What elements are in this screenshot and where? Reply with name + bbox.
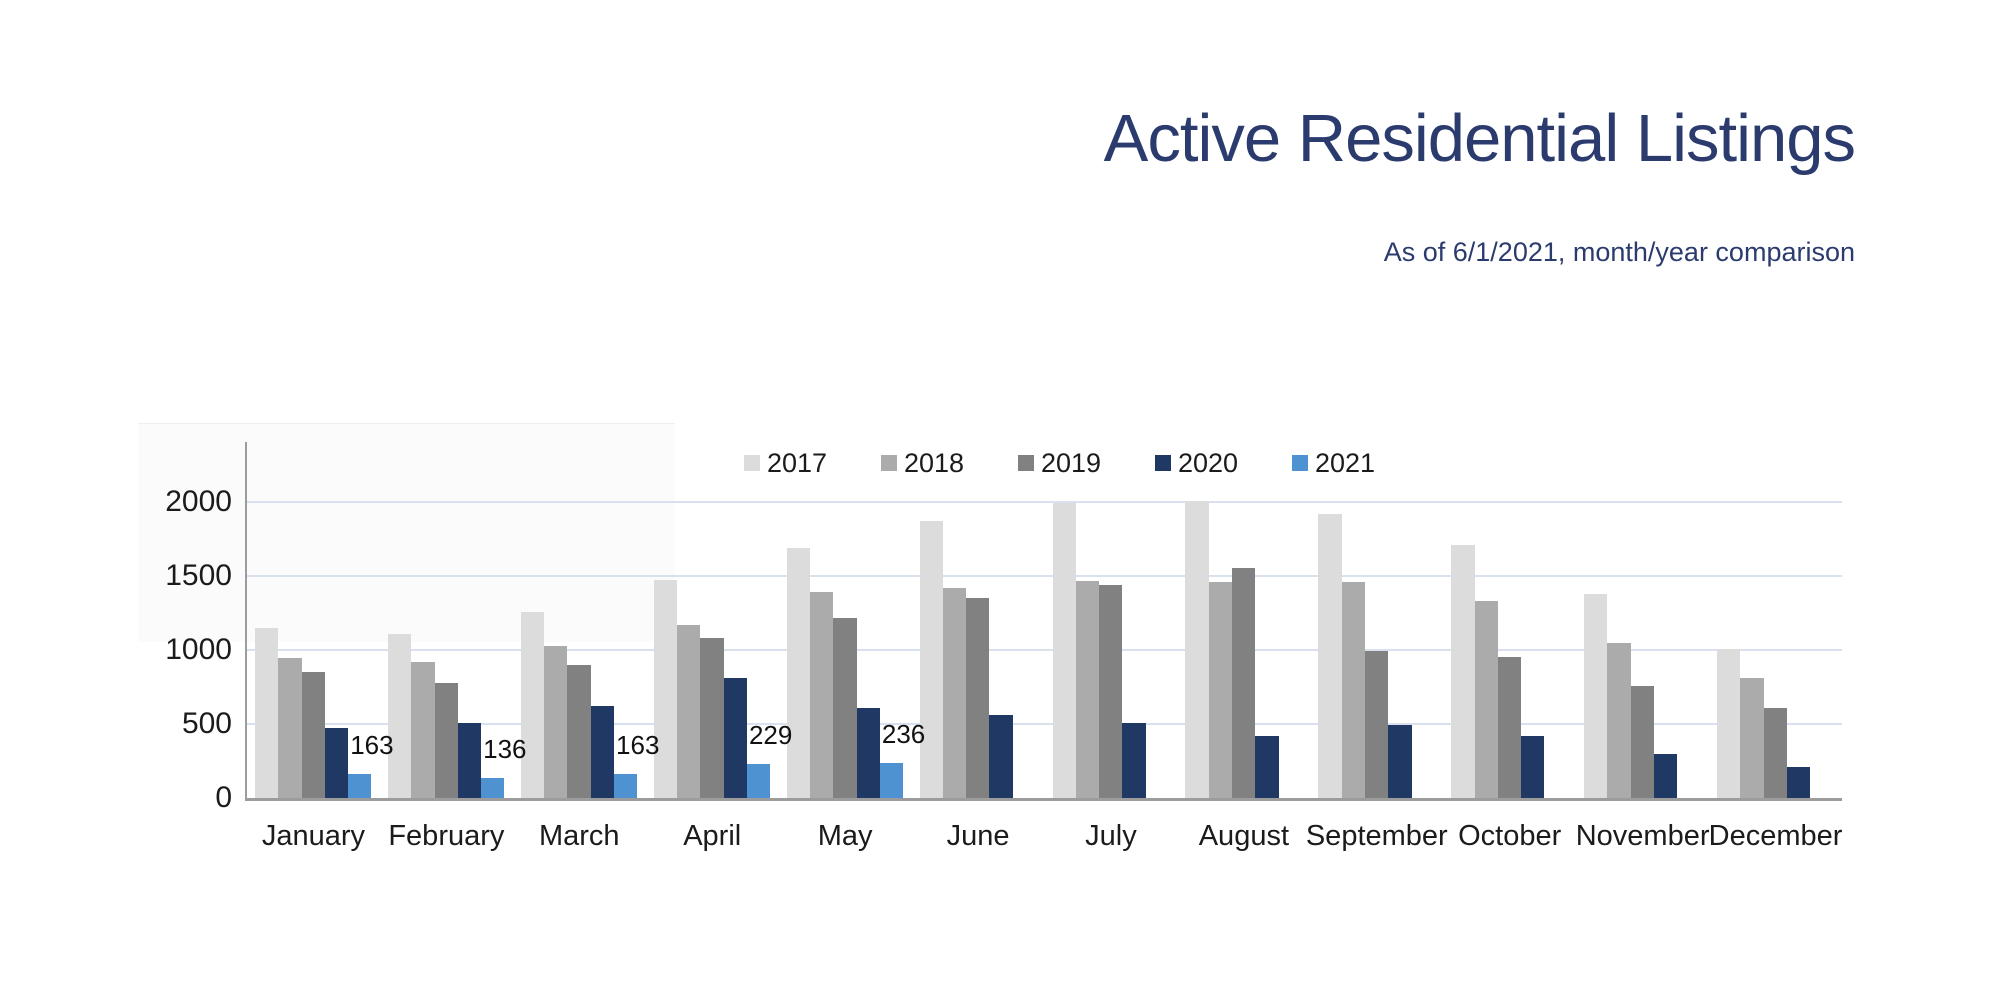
data-label-january: 163 <box>350 729 394 760</box>
bar-2020-february <box>457 722 482 798</box>
bar-2019-june <box>966 598 990 798</box>
bar-2017-september <box>1318 513 1342 798</box>
legend-label-2017: 2017 <box>767 448 828 478</box>
bar-2020-october <box>1521 735 1545 798</box>
bar-2018-november <box>1607 642 1631 798</box>
bar-2020-july <box>1122 722 1146 798</box>
bar-2019-february <box>434 682 458 798</box>
y-tick-label-0: 0 <box>215 781 232 814</box>
x-axis-label-december: December <box>1708 820 1843 852</box>
bar-2021-february <box>481 777 505 798</box>
x-axis-label-july: July <box>1085 820 1137 852</box>
legend-item-2018: 2018 <box>881 449 964 477</box>
bar-2020-august <box>1255 735 1279 798</box>
x-axis-label-may: May <box>817 820 873 852</box>
chart-title: Active Residential Listings <box>1103 101 1856 176</box>
bar-2019-december <box>1763 707 1787 798</box>
bar-2018-may <box>809 592 834 798</box>
bar-2017-october <box>1451 544 1475 798</box>
bar-2020-april <box>723 678 747 798</box>
bar-2019-may <box>833 618 857 798</box>
bar-2019-march <box>567 664 591 798</box>
legend-item-2021: 2021 <box>1292 449 1375 477</box>
y-tick-label-500: 500 <box>181 707 232 740</box>
bar-2017-february <box>387 634 412 798</box>
legend-label-2018: 2018 <box>904 448 965 478</box>
x-axis-label-august: August <box>1198 820 1290 852</box>
bar-2018-august <box>1208 581 1232 798</box>
gridline-1500 <box>247 575 1842 577</box>
x-axis-label-november: November <box>1575 820 1710 852</box>
bar-2018-january <box>278 658 302 798</box>
bar-2018-april <box>677 624 701 798</box>
bar-2018-december <box>1740 678 1764 798</box>
bar-2017-june <box>919 521 943 798</box>
bar-2021-may <box>879 763 904 798</box>
legend-swatch-2020 <box>1155 455 1171 471</box>
bar-2017-may <box>786 547 810 798</box>
bar-2019-september <box>1364 651 1389 798</box>
background-artifact <box>138 423 675 642</box>
bar-2019-october <box>1497 657 1522 798</box>
gridline-500 <box>247 723 1842 725</box>
bar-2017-august <box>1185 500 1209 798</box>
bar-2018-september <box>1341 581 1365 798</box>
bar-2017-december <box>1717 648 1741 798</box>
data-label-march: 163 <box>616 729 660 760</box>
legend-label-2021: 2021 <box>1315 448 1376 478</box>
bar-2017-january <box>255 627 279 798</box>
chart-subtitle: As of 6/1/2021, month/year comparison <box>1383 237 1855 267</box>
bar-2017-november <box>1584 593 1608 798</box>
y-tick-label-1000: 1000 <box>165 633 232 666</box>
data-label-april: 229 <box>748 720 793 751</box>
legend-swatch-2019 <box>1018 455 1034 471</box>
bar-2019-august <box>1232 567 1256 798</box>
bar-2021-march <box>614 773 638 798</box>
gridline-2000 <box>247 501 1842 503</box>
x-axis-label-october: October <box>1458 820 1562 852</box>
bar-2019-april <box>700 638 724 798</box>
bar-2019-july <box>1099 584 1123 798</box>
data-label-february: 136 <box>483 733 527 764</box>
x-axis-label-september: September <box>1305 820 1448 852</box>
bar-2017-april <box>653 580 678 798</box>
x-axis-label-february: February <box>388 820 505 852</box>
bar-2018-october <box>1474 601 1498 798</box>
bar-2018-july <box>1075 581 1100 798</box>
y-axis <box>245 442 247 800</box>
bar-2020-june <box>989 715 1013 798</box>
bar-2021-january <box>348 773 372 798</box>
legend-swatch-2018 <box>881 455 897 471</box>
x-axis-label-april: April <box>683 820 742 852</box>
bar-2020-may <box>856 707 880 798</box>
bar-2020-march <box>590 706 615 798</box>
x-axis <box>245 798 1842 801</box>
bar-2020-november <box>1654 753 1678 798</box>
bar-2021-april <box>746 764 771 798</box>
bar-2018-march <box>544 645 568 798</box>
x-axis-label-june: June <box>946 820 1010 852</box>
bar-2020-january <box>324 728 349 798</box>
legend-item-2020: 2020 <box>1155 449 1238 477</box>
gridline-1000 <box>247 649 1842 651</box>
bar-2017-march <box>520 611 545 798</box>
legend-item-2017: 2017 <box>744 449 827 477</box>
y-tick-label-1500: 1500 <box>165 559 232 592</box>
legend-swatch-2021 <box>1292 455 1308 471</box>
bar-2020-september <box>1388 725 1412 798</box>
bar-2019-january <box>301 672 325 798</box>
legend-item-2019: 2019 <box>1018 449 1101 477</box>
y-tick-label-2000: 2000 <box>165 485 232 518</box>
bar-2019-november <box>1630 685 1655 798</box>
x-axis-label-march: March <box>538 820 620 852</box>
legend-label-2020: 2020 <box>1178 448 1239 478</box>
bar-2017-july <box>1052 503 1076 798</box>
x-axis-label-january: January <box>261 820 366 852</box>
data-label-may: 236 <box>881 719 926 750</box>
bar-2020-december <box>1786 766 1811 798</box>
bar-2018-february <box>411 661 435 798</box>
legend-label-2019: 2019 <box>1041 448 1102 478</box>
legend-swatch-2017 <box>744 455 760 471</box>
bar-2018-june <box>942 587 967 798</box>
